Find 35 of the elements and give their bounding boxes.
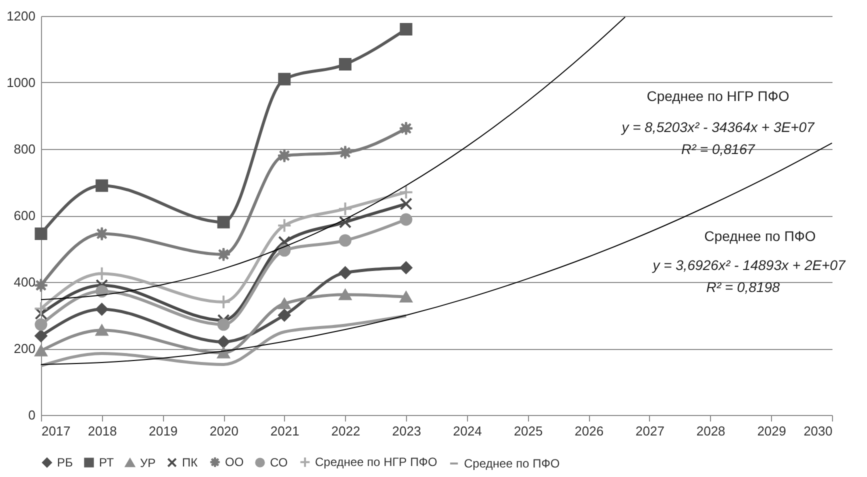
x-tick-label: 2017: [42, 424, 70, 438]
x-tick-label: 2030: [804, 424, 832, 438]
x-tick-label: 2021: [270, 424, 300, 438]
legend-label: ПК: [182, 456, 198, 470]
y-tick-label: 0: [28, 408, 36, 422]
y-tick-label: 800: [14, 142, 36, 156]
x-tick-label: 2028: [696, 424, 726, 438]
x-tick-label: 2029: [757, 424, 786, 438]
legend-label: Среднее по НГР ПФО: [315, 455, 438, 470]
x-tick-label: 2027: [636, 424, 664, 438]
y-tick-label: 400: [14, 274, 36, 290]
x-tick-label: 2024: [452, 424, 482, 438]
x-tick-label: 2026: [574, 424, 604, 438]
legend-label: РТ: [99, 456, 114, 470]
x-tick-label: 2023: [392, 424, 422, 438]
y-tick-label: 200: [14, 341, 36, 356]
annotation: y = 8,5203x² - 34364x + 3E+07: [620, 119, 816, 135]
legend-label: Среднее по ПФО: [464, 456, 560, 470]
annotation: Среднее по ПФО: [704, 228, 816, 244]
legend-label: УР: [140, 456, 156, 470]
legend-label: РБ: [57, 456, 74, 470]
annotation: Среднее по НГР ПФО: [646, 88, 790, 104]
y-tick-label: 1200: [6, 8, 36, 24]
y-tick-label: 1000: [6, 75, 36, 90]
legend-label: ОО: [225, 455, 244, 470]
y-tick-label: 600: [14, 208, 36, 223]
annotation: y = 3,6926x² - 14893x + 2E+07: [652, 257, 847, 273]
x-tick-label: 2019: [148, 424, 178, 438]
legend-label: СО: [270, 456, 288, 470]
x-tick-label: 2020: [210, 424, 238, 438]
annotation: R² = 0,8167: [681, 141, 756, 157]
x-tick-label: 2022: [331, 424, 360, 438]
annotation: R² = 0,8198: [706, 279, 780, 295]
x-tick-label: 2018: [88, 424, 117, 438]
x-tick-label: 2025: [514, 424, 543, 438]
